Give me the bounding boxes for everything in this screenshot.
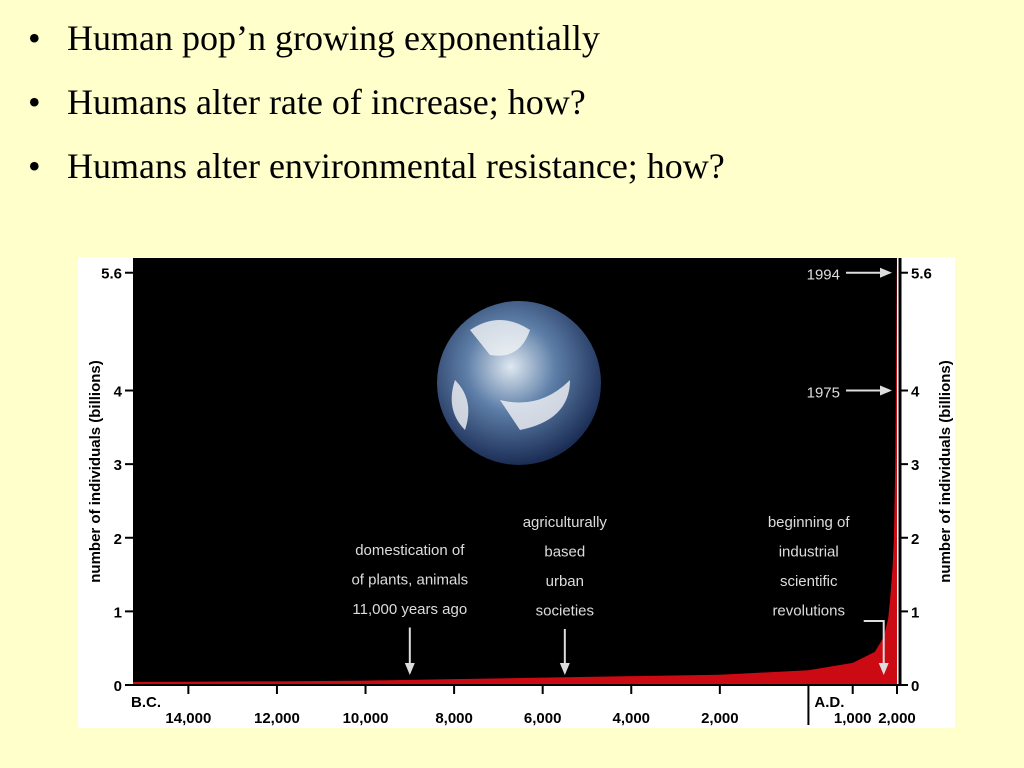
x-tick-label: 12,000 [254, 710, 300, 727]
annotation-text: 11,000 years ago [352, 601, 467, 618]
era-label: B.C. [131, 694, 161, 711]
bullet-text: Humans alter environmental resistance; h… [67, 146, 725, 186]
y2-tick-label: 0 [911, 678, 919, 695]
year-label: 1994 [807, 267, 840, 284]
x-tick-label: 6,000 [524, 710, 562, 727]
earth-clouds [451, 320, 570, 430]
annotation-text: societies [536, 603, 594, 620]
y-tick-label: 3 [114, 457, 122, 474]
annotation-text: revolutions [772, 603, 845, 620]
y-tick-label: 2 [114, 531, 122, 548]
x-tick-label: 2,000 [701, 710, 739, 727]
y2-tick-label: 1 [911, 604, 919, 621]
annotation-text: agriculturally [523, 514, 608, 531]
year-label: 1975 [807, 385, 840, 402]
bullet-text: Humans alter rate of increase; how? [67, 82, 586, 122]
annotation-arrow [863, 620, 885, 663]
y-tick-label: 0 [114, 678, 122, 695]
bullet-dot: • [28, 146, 41, 186]
y2-tick-label: 2 [911, 531, 919, 548]
y-tick-label: 4 [114, 384, 123, 401]
x-tick-label: 2,000 [878, 710, 916, 727]
annotation-text: scientific [780, 573, 838, 590]
y-tick-label: 1 [114, 604, 122, 621]
x-tick-label: 14,000 [165, 710, 211, 727]
y-axis-label: number of individuals (billions) [87, 360, 104, 583]
x-tick-label: 4,000 [612, 710, 650, 727]
annotation-text: beginning of [768, 514, 851, 531]
annotation-text: based [544, 544, 585, 561]
bullet-dot: • [28, 82, 41, 122]
bullet-dot: • [28, 18, 41, 58]
annotation-text: industrial [779, 544, 839, 561]
arrow-head [880, 385, 892, 396]
x-tick-label: 10,000 [343, 710, 389, 727]
arrow-head [880, 267, 892, 278]
x-tick-label: 1,000 [834, 710, 872, 727]
y2-axis-label: number of individuals (billions) [937, 360, 954, 583]
y2-tick-label: 3 [911, 457, 919, 474]
earth-image [437, 301, 601, 465]
y-tick-label: 5.6 [101, 266, 122, 283]
y2-tick-label: 4 [911, 384, 920, 401]
y2-tick-label: 5.6 [911, 266, 932, 283]
arrow-head [878, 663, 889, 675]
bullet-text: Human pop’n growing exponentially [67, 18, 600, 58]
arrow-head [559, 663, 570, 675]
annotation-text: of plants, animals [351, 572, 468, 589]
era-label: A.D. [814, 694, 844, 711]
annotation-text: urban [546, 573, 584, 590]
x-tick-label: 8,000 [435, 710, 473, 727]
annotation-text: domestication of [355, 542, 465, 559]
arrow-head [404, 663, 415, 675]
